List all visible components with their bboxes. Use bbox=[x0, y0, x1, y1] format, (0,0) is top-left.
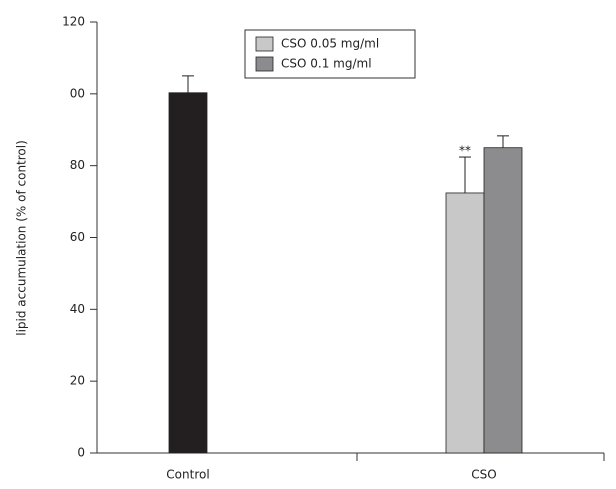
bar bbox=[168, 92, 208, 454]
legend-label: CSO 0.05 mg/ml bbox=[281, 37, 379, 51]
legend-label: CSO 0.1 mg/ml bbox=[281, 57, 372, 71]
legend-swatch bbox=[255, 36, 274, 52]
y-tick-label: 0 bbox=[77, 446, 85, 460]
legend-swatch bbox=[255, 56, 274, 72]
bar bbox=[445, 192, 485, 454]
y-tick-label: 20 bbox=[70, 374, 85, 388]
y-tick-label: 40 bbox=[70, 302, 85, 316]
bar bbox=[483, 147, 523, 454]
x-tick-label: CSO bbox=[471, 468, 496, 482]
y-tick-label: 00 bbox=[70, 86, 85, 100]
y-tick-label: 80 bbox=[70, 158, 85, 172]
y-axis-label: lipid accumulation (% of control) bbox=[15, 140, 29, 336]
annotation: ** bbox=[459, 144, 471, 158]
y-tick-label: 60 bbox=[70, 230, 85, 244]
y-tick-label: 120 bbox=[62, 15, 85, 29]
x-tick-label: Control bbox=[166, 468, 209, 482]
